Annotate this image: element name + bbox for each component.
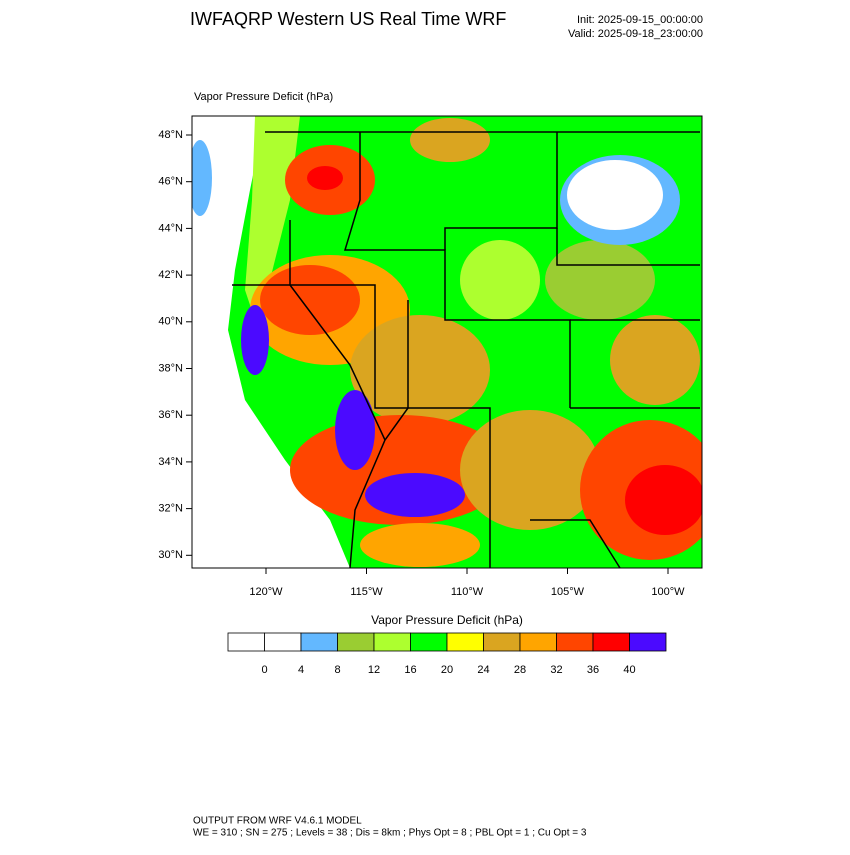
colorbar-box [519,632,557,652]
lat-label: 42°N [158,269,183,281]
field-blob [610,315,700,405]
field-blob [335,390,375,470]
colorbar-box [227,632,265,652]
colorbar-box [300,632,338,652]
lon-labels: 120°W 115°W 110°W 105°W 100°W [249,568,685,598]
footer-line: OUTPUT FROM WRF V4.6.1 MODEL [193,816,362,827]
field-blob [460,410,600,530]
field-blob [410,118,490,162]
ocean [192,116,350,568]
lat-label: 30°N [158,549,183,561]
colorbar-tick-label: 0 [261,664,267,676]
lon-label: 100°W [651,586,685,598]
colorbar-title: Vapor Pressure Deficit (hPa) [371,613,523,627]
colorbar-box [556,632,594,652]
colorbar-box [373,632,411,652]
colorbar-box [483,632,521,652]
field-blob [545,240,655,320]
title: IWFAQRP Western US Real Time WRF [190,9,506,29]
lat-label: 36°N [158,409,183,421]
colorbar-box [264,632,302,652]
field-blob [365,473,465,517]
field-blob [350,315,490,425]
map-frame [191,115,703,569]
ocean-blob [192,140,212,216]
colorbar-tick-label: 28 [514,664,526,676]
lat-label: 46°N [158,176,183,188]
field-blob [307,166,343,190]
field-blob [260,265,360,335]
colorbar-box [629,632,667,652]
colorbar-box [337,632,375,652]
lat-label: 38°N [158,362,183,374]
colorbar-tick-label: 8 [334,664,340,676]
field-blob [625,465,702,535]
colorbar-box [446,632,484,652]
lat-label: 48°N [158,129,183,141]
init-time: Init: 2025-09-15_00:00:00 [577,14,703,26]
lat-label: 40°N [158,316,183,328]
colorbar-tick-label: 4 [298,664,304,676]
lat-label: 34°N [158,456,183,468]
colorbar: 0 4 8 12 16 20 24 28 32 36 40 [227,632,667,676]
colorbar-tick-label: 12 [368,664,380,676]
valid-time: Valid: 2025-09-18_23:00:00 [568,28,703,40]
footer-line: WE = 310 ; SN = 275 ; Levels = 38 ; Dis … [193,828,587,839]
map-field [192,116,702,568]
field-blob [460,240,540,320]
colorbar-tick-label: 16 [404,664,416,676]
colorbar-tick-label: 40 [623,664,635,676]
field-blob [241,305,269,375]
lon-label: 115°W [350,586,383,598]
lon-label: 110°W [451,586,484,598]
state-borders [232,131,700,568]
colorbar-tick-label: 36 [587,664,599,676]
field-blob [360,523,480,567]
field-blob [567,160,663,230]
colorbar-box [592,632,630,652]
colorbar-tick-label: 24 [477,664,489,676]
lat-label: 32°N [158,503,183,515]
lat-label: 44°N [158,222,183,234]
colorbar-tick-label: 20 [441,664,453,676]
lon-label: 105°W [551,586,585,598]
lon-label: 120°W [249,586,283,598]
colorbar-tick-label: 32 [550,664,562,676]
lat-labels: 48°N 46°N 44°N 42°N 40°N 38°N 36°N 34°N 32°N 30°N [158,129,192,561]
coast-band [245,116,300,320]
map-label: Vapor Pressure Deficit (hPa) [194,91,333,103]
colorbar-box [410,632,448,652]
